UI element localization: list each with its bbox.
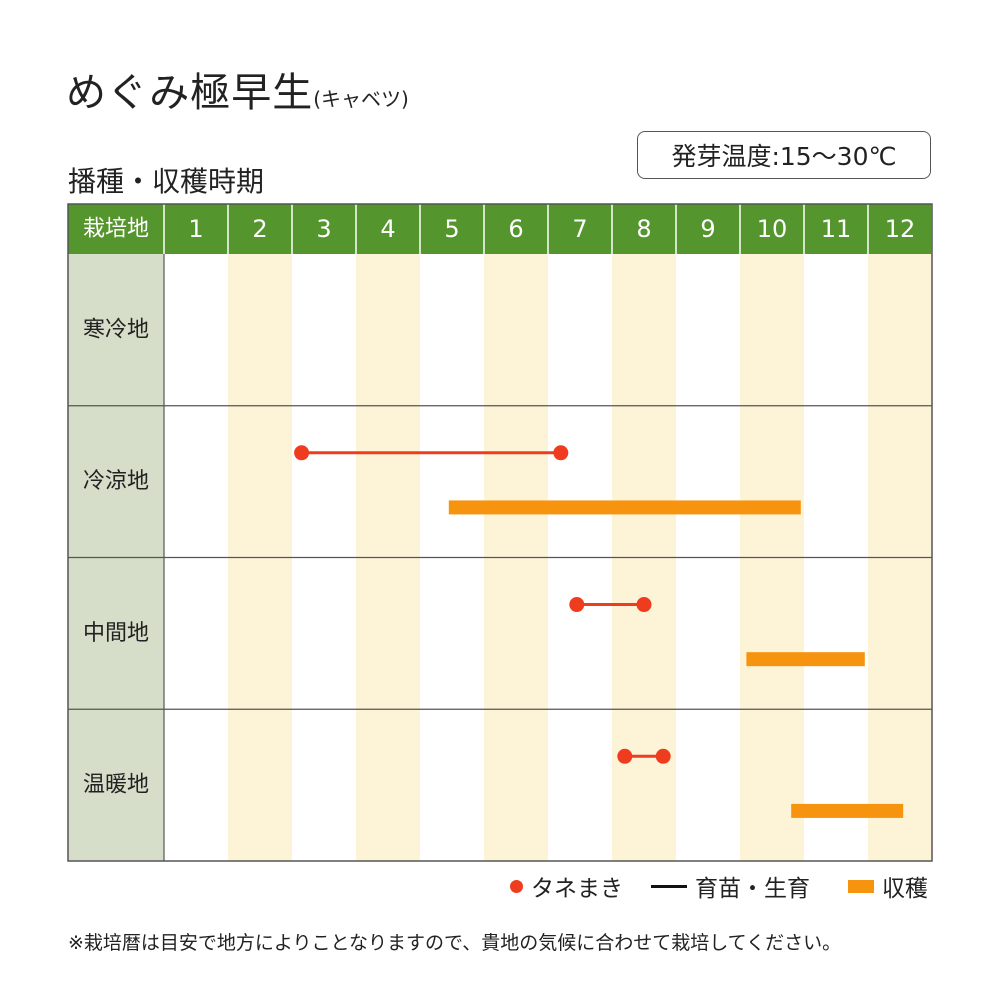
month-label-7: 7 bbox=[572, 215, 587, 243]
sowing-start-dot bbox=[617, 748, 633, 764]
region-label: 温暖地 bbox=[83, 773, 149, 798]
month-label-6: 6 bbox=[508, 215, 523, 243]
month-label-10: 10 bbox=[757, 215, 788, 243]
month-label-1: 1 bbox=[188, 215, 203, 243]
footnote: ※栽培暦は目安で地方によりことなりますので、貴地の気候に合わせて栽培してください… bbox=[68, 932, 842, 954]
sowing-dot-icon bbox=[510, 879, 523, 893]
sowing-end-dot bbox=[655, 748, 671, 764]
legend-sowing-label: タネまき bbox=[531, 876, 623, 902]
month-label-9: 9 bbox=[700, 215, 715, 243]
region-label: 冷涼地 bbox=[83, 469, 149, 494]
page-title: めぐみ極早生(キャベツ) bbox=[66, 60, 409, 118]
month-label-8: 8 bbox=[636, 215, 651, 243]
region-label: 寒冷地 bbox=[83, 317, 149, 342]
header-row-bg bbox=[68, 204, 932, 254]
germination-temperature-box: 発芽温度:15〜30℃ bbox=[637, 131, 931, 179]
sowing-start-dot bbox=[569, 597, 585, 613]
sowing-end-dot bbox=[636, 597, 652, 613]
sowing-start-dot bbox=[294, 445, 310, 461]
legend-harvest: 収穫 bbox=[810, 869, 928, 903]
month-label-5: 5 bbox=[444, 215, 459, 243]
title-main: めぐみ極早生 bbox=[66, 70, 314, 116]
legend-seedling: 育苗・生育 bbox=[623, 869, 810, 903]
chart-border bbox=[67, 203, 933, 862]
month-label-12: 12 bbox=[885, 215, 916, 243]
seedling-line-icon bbox=[651, 884, 687, 888]
sowing-end-dot bbox=[553, 445, 569, 461]
header-region-label: 栽培地 bbox=[83, 217, 149, 242]
legend: タネまき 育苗・生育 収穫 bbox=[510, 869, 935, 903]
month-label-4: 4 bbox=[380, 215, 395, 243]
harvest-bar bbox=[791, 803, 904, 818]
chart-subtitle: 播種・収穫時期 bbox=[68, 165, 265, 198]
month-label-2: 2 bbox=[252, 215, 267, 243]
month-label-11: 11 bbox=[821, 215, 852, 243]
month-label-3: 3 bbox=[316, 215, 331, 243]
harvest-bar bbox=[746, 652, 865, 667]
legend-harvest-label: 収穫 bbox=[882, 876, 928, 902]
harvest-bar bbox=[448, 500, 801, 515]
legend-sowing: タネまき bbox=[510, 869, 623, 903]
title-sub: (キャベツ) bbox=[313, 87, 409, 111]
region-label: 中間地 bbox=[83, 621, 149, 646]
legend-seedling-label: 育苗・生育 bbox=[695, 876, 810, 902]
harvest-bar-icon bbox=[848, 879, 874, 893]
